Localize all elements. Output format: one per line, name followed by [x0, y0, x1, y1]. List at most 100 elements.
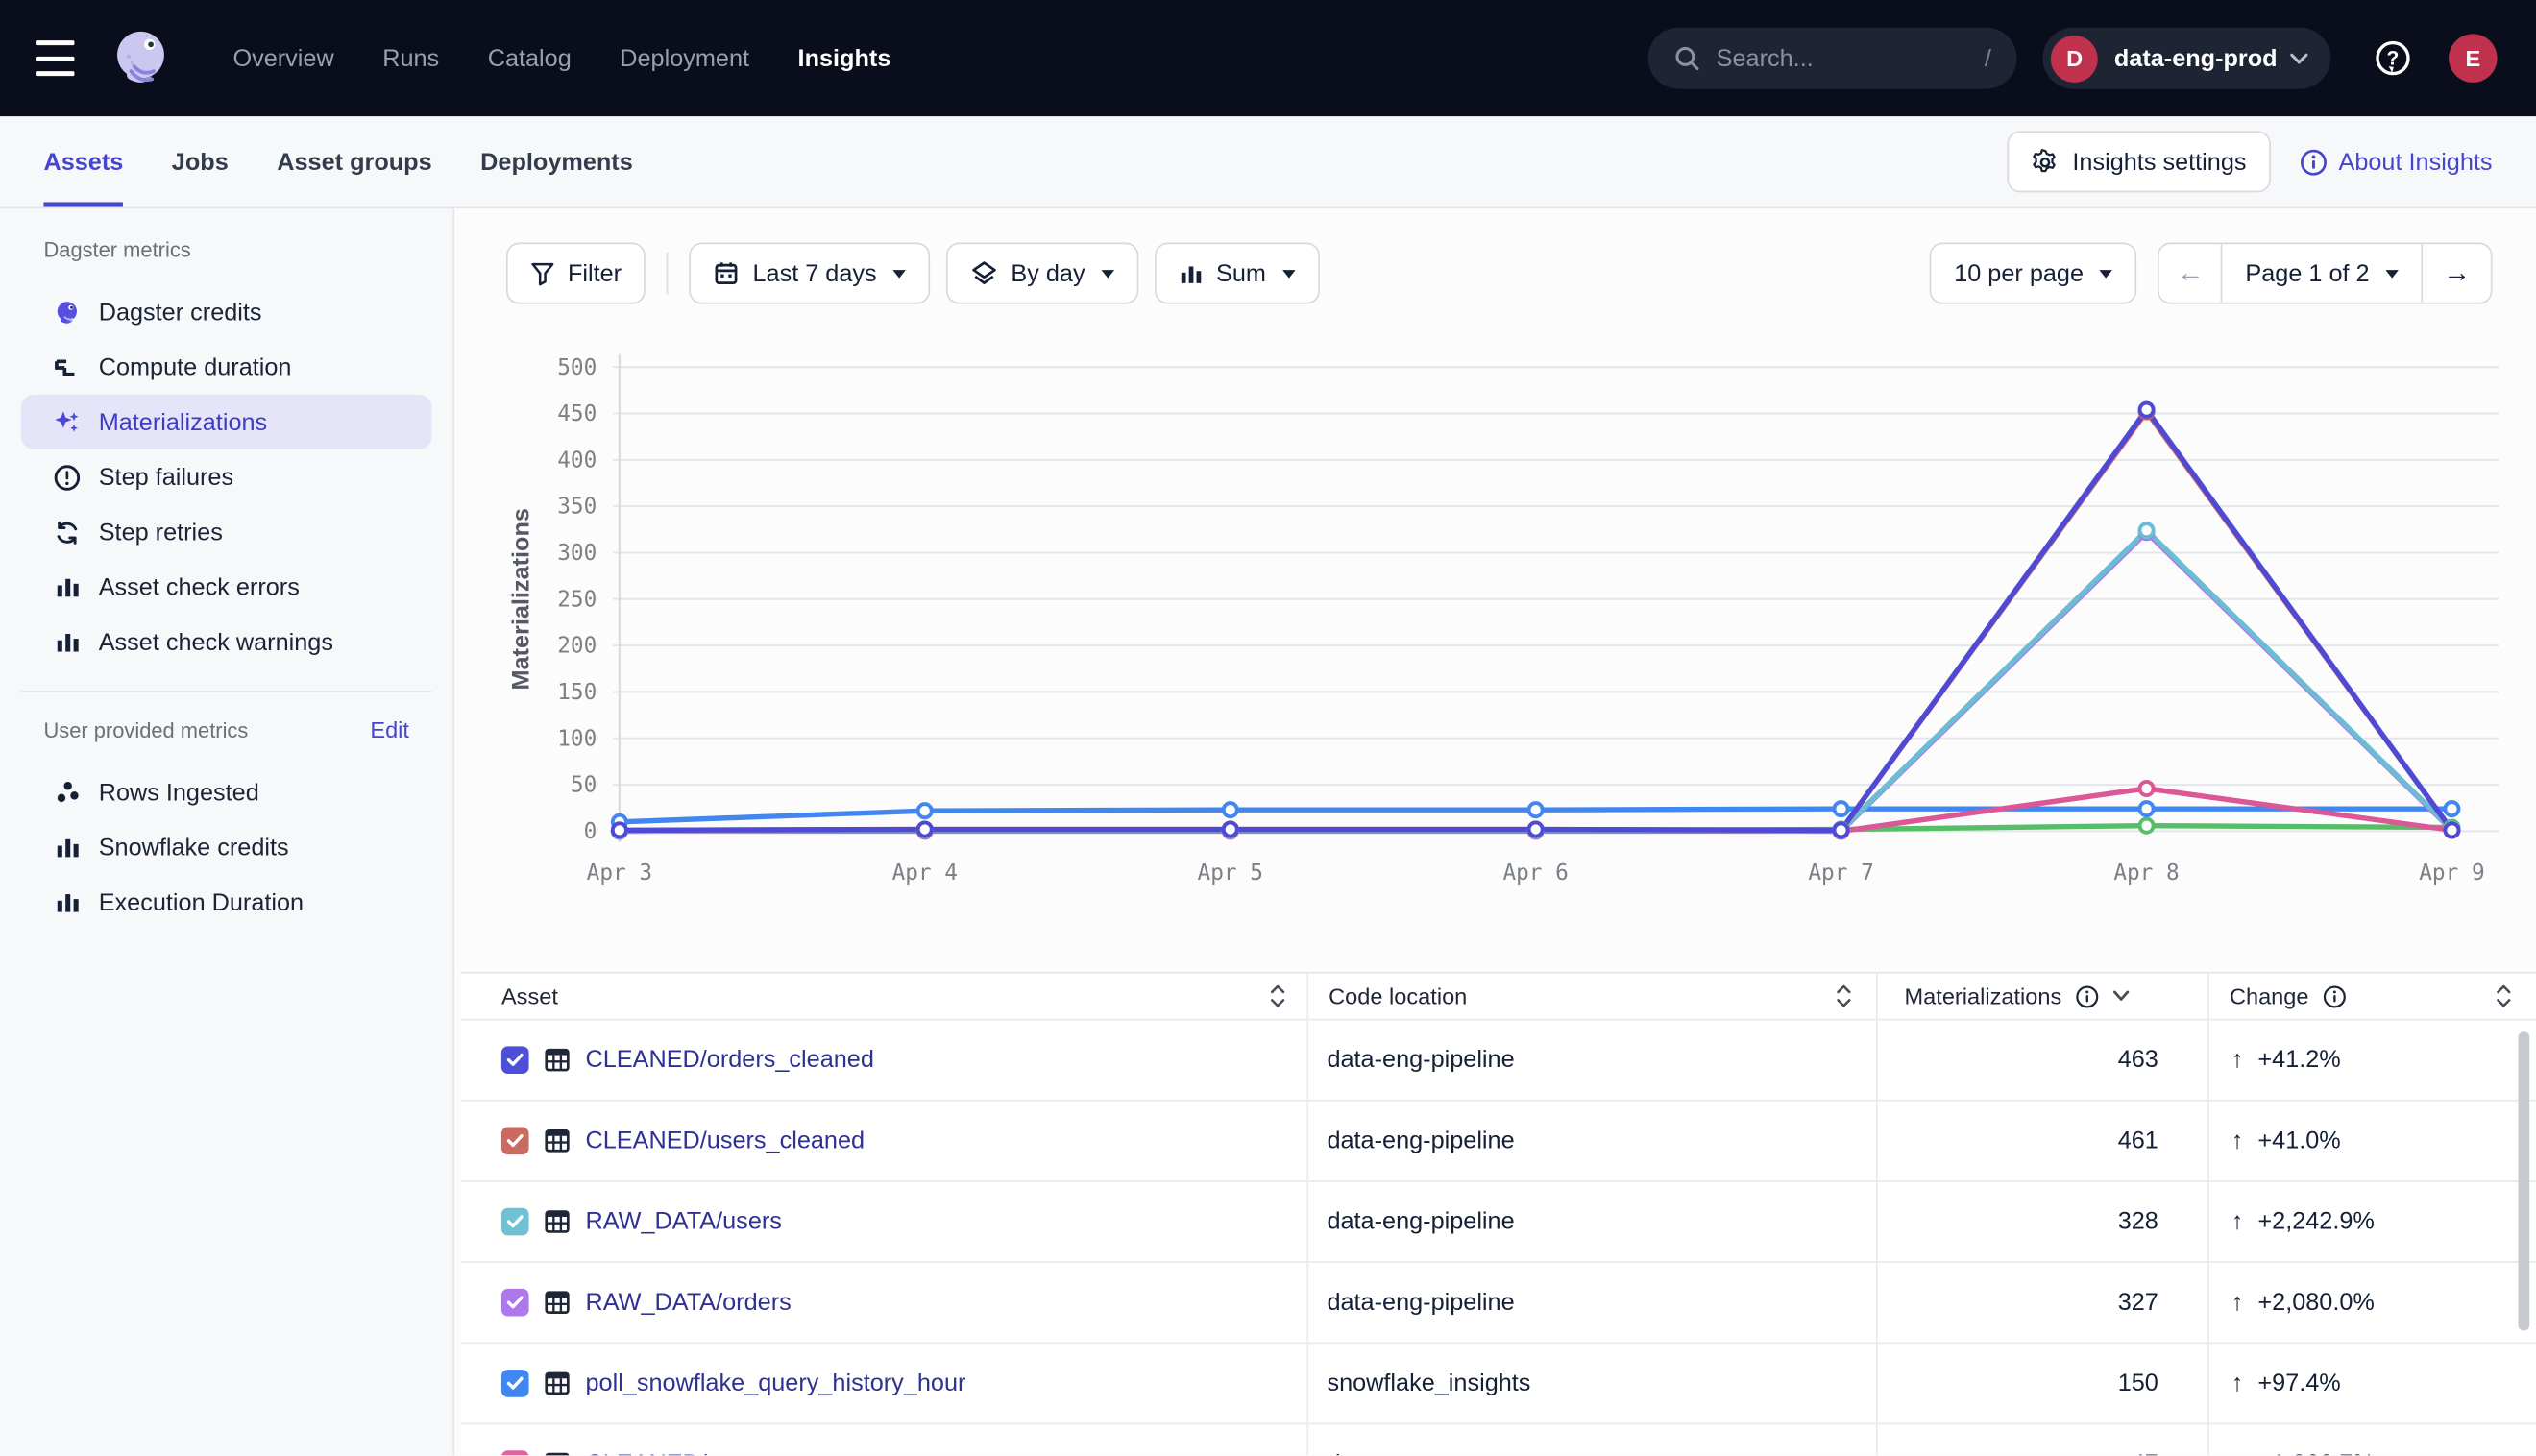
tab-assets[interactable]: Assets	[43, 116, 124, 207]
per-page-button[interactable]: 10 per page	[1929, 242, 2137, 304]
help-icon[interactable]: ?	[2373, 38, 2413, 79]
sidebar-item-snowflake-credits[interactable]: Snowflake credits	[21, 820, 432, 875]
sort-desc-icon[interactable]	[2111, 989, 2130, 1002]
info-icon	[2300, 148, 2327, 175]
search-shortcut-hint: /	[1984, 44, 1991, 72]
caret-down-icon	[1101, 269, 1114, 278]
nav-item-overview[interactable]: Overview	[232, 44, 334, 72]
trend-up-icon: ↑	[2231, 1207, 2244, 1236]
sidebar-item-step-failures[interactable]: Step failures	[21, 449, 432, 504]
table-grid-icon	[544, 1046, 572, 1074]
tab-jobs[interactable]: Jobs	[171, 148, 229, 176]
code-location-value: data-eng-…	[1327, 1450, 1454, 1455]
change-value: +1,066.7%	[2257, 1450, 2374, 1455]
search-icon	[1675, 46, 1699, 71]
svg-text:500: 500	[557, 355, 597, 380]
asset-link[interactable]: CLEANED/…	[585, 1450, 731, 1455]
asset-link[interactable]: RAW_DATA/users	[585, 1207, 782, 1236]
date-range-button[interactable]: Last 7 days	[689, 242, 931, 304]
change-value: +41.2%	[2257, 1046, 2341, 1074]
tab-asset-groups[interactable]: Asset groups	[277, 148, 432, 176]
sidebar-item-rows-ingested[interactable]: Rows Ingested	[21, 764, 432, 819]
sidebar-item-dagster-credits[interactable]: Dagster credits	[21, 284, 432, 339]
org-switcher[interactable]: D data-eng-prod	[2042, 27, 2331, 89]
date-range-label: Last 7 days	[752, 259, 877, 287]
granularity-button[interactable]: By day	[946, 242, 1139, 304]
prev-page-button[interactable]: ←	[2159, 244, 2223, 303]
svg-text:450: 450	[557, 401, 597, 426]
row-checkbox[interactable]	[500, 1370, 529, 1397]
about-insights-link[interactable]: About Insights	[2300, 148, 2493, 176]
svg-text:200: 200	[557, 634, 597, 659]
row-checkbox[interactable]	[500, 1207, 529, 1236]
sidebar-item-step-retries[interactable]: Step retries	[21, 504, 432, 559]
asset-link[interactable]: CLEANED/users_cleaned	[585, 1127, 866, 1155]
sidebar-item-asset-check-warnings[interactable]: Asset check warnings	[21, 615, 432, 669]
dots-cluster-icon	[54, 779, 82, 807]
nav-item-insights[interactable]: Insights	[797, 44, 891, 72]
table-header-change[interactable]: Change	[2207, 971, 2536, 1021]
asset-link[interactable]: RAW_DATA/orders	[585, 1288, 792, 1317]
insights-settings-button[interactable]: Insights settings	[2008, 131, 2271, 193]
bar-chart-icon	[1181, 265, 1202, 283]
info-icon[interactable]	[2075, 984, 2099, 1008]
top-nav: Overview Runs Catalog Deployment Insights Se…	[0, 0, 2536, 117]
svg-text:0: 0	[584, 819, 597, 844]
row-checkbox[interactable]	[500, 1127, 529, 1155]
sidebar-item-execution-duration[interactable]: Execution Duration	[21, 875, 432, 930]
svg-text:100: 100	[557, 726, 597, 751]
insights-settings-label: Insights settings	[2072, 148, 2247, 176]
org-badge: D	[2051, 35, 2099, 83]
metrics-sidebar: Dagster metrics Dagster credits Compute …	[0, 208, 455, 1456]
edit-metrics-link[interactable]: Edit	[370, 716, 409, 742]
row-checkbox[interactable]	[500, 1046, 529, 1074]
materializations-value: 461	[2117, 1127, 2158, 1155]
search-input[interactable]: Search... /	[1647, 27, 2017, 89]
table-header-asset[interactable]: Asset	[460, 971, 1308, 1021]
row-checkbox[interactable]	[500, 1288, 529, 1317]
table-scrollbar-thumb[interactable]	[2518, 1031, 2530, 1331]
sidebar-item-compute-duration[interactable]: Compute duration	[21, 340, 432, 395]
column-label-change: Change	[2229, 983, 2309, 1009]
column-label-code-location: Code location	[1329, 983, 1468, 1009]
asset-link[interactable]: poll_snowflake_query_history_hour	[585, 1370, 966, 1397]
nav-item-catalog[interactable]: Catalog	[487, 44, 572, 72]
svg-text:150: 150	[557, 680, 597, 705]
aggregation-button[interactable]: Sum	[1155, 242, 1320, 304]
code-location-value: data-eng-pipeline	[1327, 1207, 1515, 1236]
sidebar-item-asset-check-errors[interactable]: Asset check errors	[21, 560, 432, 615]
next-page-button[interactable]: →	[2421, 244, 2490, 303]
table-header-materializations[interactable]: Materializations	[1876, 971, 2209, 1021]
svg-text:Apr 9: Apr 9	[2419, 861, 2484, 886]
page-indicator-button[interactable]: Page 1 of 2	[2223, 244, 2422, 303]
materializations-line-chart: 0 50 100 150 200 250 300 350 400 450 500 Apr 3 Apr 4…	[454, 312, 2536, 913]
granularity-label: By day	[1011, 259, 1085, 287]
nav-item-deployment[interactable]: Deployment	[620, 44, 750, 72]
sidebar-section-title: User provided metrics	[43, 716, 249, 741]
sort-icon[interactable]	[1835, 983, 1851, 1009]
gear-icon	[2033, 148, 2057, 172]
org-name: data-eng-prod	[2113, 44, 2278, 72]
sort-icon[interactable]	[2496, 983, 2512, 1009]
asset-link[interactable]: CLEANED/orders_cleaned	[585, 1046, 874, 1074]
sparkles-icon	[54, 408, 82, 436]
table-header-code-location[interactable]: Code location	[1306, 971, 1877, 1021]
sidebar-item-materializations[interactable]: Materializations	[20, 394, 432, 450]
tab-deployments[interactable]: Deployments	[480, 148, 633, 176]
table-grid-icon	[544, 1370, 572, 1397]
nav-item-runs[interactable]: Runs	[382, 44, 440, 72]
table-row: poll_snowflake_query_history_hour snowfl…	[460, 1343, 2536, 1425]
sort-icon[interactable]	[1269, 983, 1285, 1009]
hamburger-menu-icon[interactable]	[36, 37, 85, 80]
filter-button[interactable]: Filter	[505, 242, 646, 304]
row-checkbox[interactable]	[500, 1450, 529, 1456]
dagster-logo-icon[interactable]	[107, 24, 175, 92]
info-icon[interactable]	[2322, 984, 2346, 1008]
layers-diamond-icon	[972, 260, 996, 284]
materializations-value: 327	[2117, 1288, 2158, 1317]
filter-icon	[531, 262, 554, 285]
table-row: CLEANED/users_cleaned data-eng-pipeline …	[460, 1100, 2536, 1182]
user-avatar[interactable]: E	[2449, 34, 2498, 83]
change-value: +2,080.0%	[2257, 1288, 2375, 1317]
svg-text:250: 250	[557, 587, 597, 612]
